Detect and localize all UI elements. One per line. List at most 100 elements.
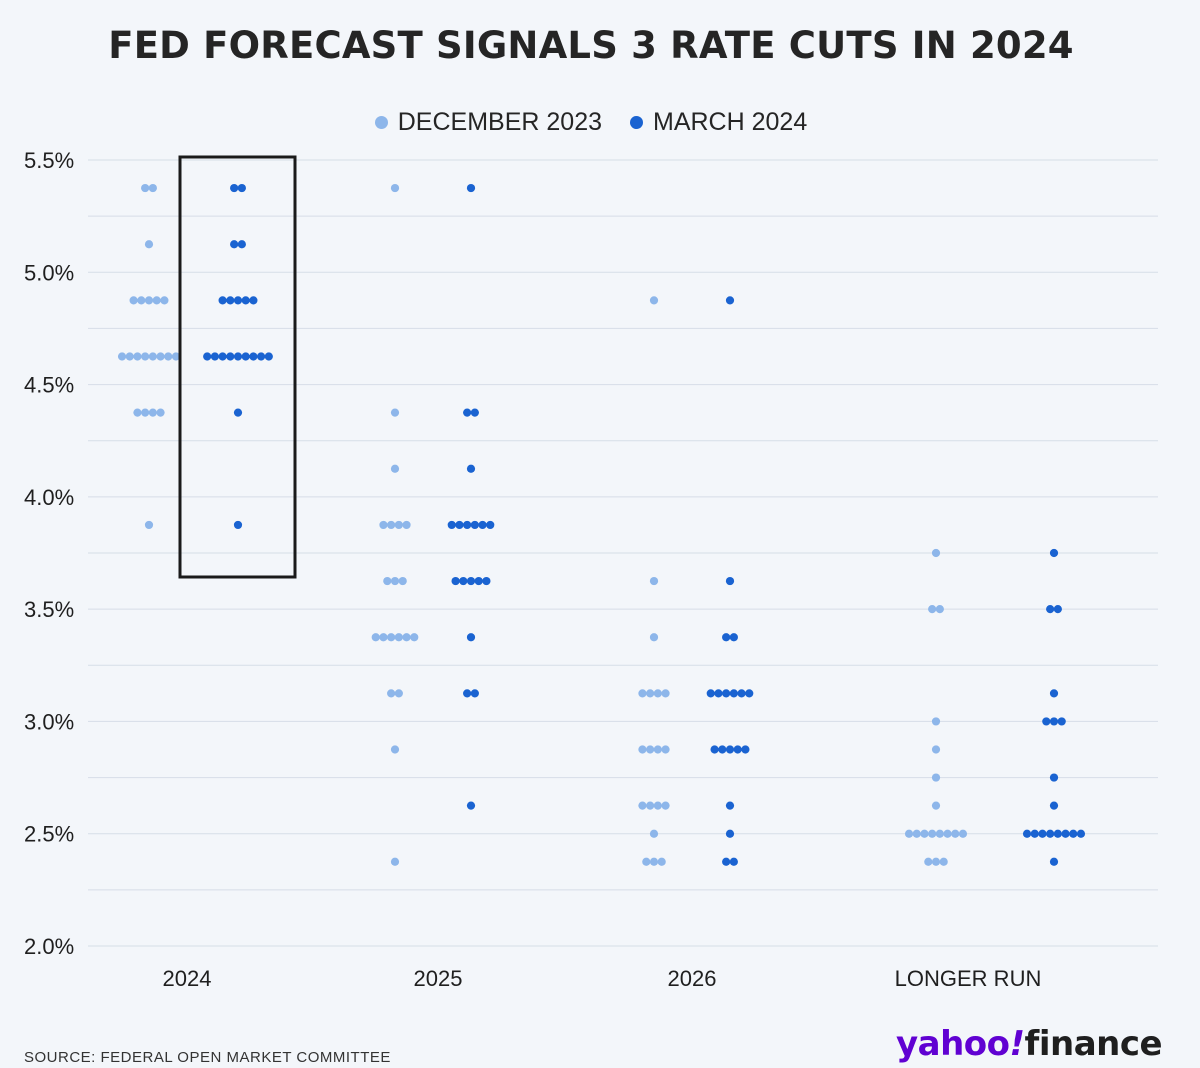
dot-december [398,576,407,586]
dot-december [661,689,670,698]
dot-march [226,296,235,305]
dot-march [474,576,483,586]
legend-label-december: DECEMBER 2023 [397,108,602,136]
dot-december [931,857,941,866]
y-tick-label: 5.0% [24,260,74,285]
dot-december [390,745,400,754]
y-tick-label: 3.0% [24,709,74,734]
dot-march [451,576,460,586]
dot-december [402,633,411,642]
dot-december [371,633,380,642]
dot-december [653,745,662,754]
dot-march [237,240,246,249]
dot-march [486,520,495,530]
dot-march [1049,548,1059,558]
dot-march [230,183,239,193]
dot-december [649,576,659,586]
dot-march [737,689,746,698]
y-tick-label: 2.5% [24,822,74,847]
y-tick-label: 3.5% [24,597,74,622]
dot-march [1046,829,1055,838]
dot-march [482,576,491,586]
dot-december [646,689,655,698]
dot-december [144,240,154,249]
dot-march [249,296,258,305]
source-note: SOURCE: FEDERAL OPEN MARKET COMMITTEE [24,1049,391,1066]
dot-december [935,605,944,614]
dot-march [466,464,476,473]
dot-march [226,352,235,361]
dot-december [160,296,169,305]
dot-december [152,296,161,305]
dot-march [264,352,273,361]
dot-december [141,352,150,361]
dot-march [1049,857,1059,866]
dot-march [725,296,735,305]
dot-december [661,801,670,810]
dot-march [218,296,227,305]
dot-march [257,352,266,361]
dot-march [1049,801,1059,810]
dot-march [1042,717,1051,726]
dot-march [733,745,742,754]
dot-december [928,605,937,614]
dot-march [233,352,243,361]
dot-march [714,689,723,698]
dots-layer [117,183,1086,866]
dot-december [379,520,388,530]
dot-march [1057,717,1066,726]
dot-december [390,464,400,473]
x-axis-ticks: 2024 2025 2026 LONGER RUN [163,966,1042,991]
dot-march [1053,605,1062,614]
dot-december [144,520,154,530]
dot-december [904,829,914,838]
dot-december [653,689,662,698]
dot-march [459,576,468,586]
dot-december [649,857,659,866]
dot-march [470,520,479,530]
dot-december [144,296,154,305]
dot-december [638,689,647,698]
dot-march [745,689,754,698]
yahoo-finance-logo: yahoo!finance [896,1024,1163,1064]
y-tick-label: 4.5% [24,373,74,398]
dot-december [164,352,173,361]
dot-march [729,689,738,698]
dot-december [935,829,944,838]
chart-title: FED FORECAST SIGNALS 3 RATE CUTS IN 2024 [108,24,1074,67]
dot-december [390,408,400,417]
legend-dot-march-icon [630,116,643,129]
dot-march [725,576,735,586]
y-tick-label: 4.0% [24,485,74,510]
dot-december [939,857,948,866]
legend: DECEMBER 2023 MARCH 2024 [0,108,1182,137]
dot-december [638,745,647,754]
dot-march [1053,829,1062,838]
dot-december [646,745,655,754]
dot-march [725,829,735,838]
dot-march [230,240,239,249]
dot-march [1076,829,1086,838]
legend-item-december: DECEMBER 2023 [374,108,602,137]
legend-item-march: MARCH 2024 [630,108,807,137]
dot-december [171,352,181,361]
dot-december [931,773,941,782]
dot-december [912,829,921,838]
dot-march [455,520,464,530]
dot-march [470,689,479,698]
dot-march [463,689,472,698]
dot-december [387,689,396,698]
dot-march [1049,689,1059,698]
dot-december [390,857,400,866]
dot-december [931,745,941,754]
dot-march [233,520,243,530]
dot-march [741,745,750,754]
legend-dot-december-icon [374,116,388,129]
dot-march [478,520,487,530]
y-axis-ticks: 2.0% 2.5% 3.0% 3.5% 4.0% 4.5% 5.0% 5.5% [24,148,74,959]
dot-december [638,801,647,810]
dot-march [1061,829,1070,838]
dot-march [470,408,479,417]
dot-march [725,801,735,810]
dot-december [148,183,157,193]
